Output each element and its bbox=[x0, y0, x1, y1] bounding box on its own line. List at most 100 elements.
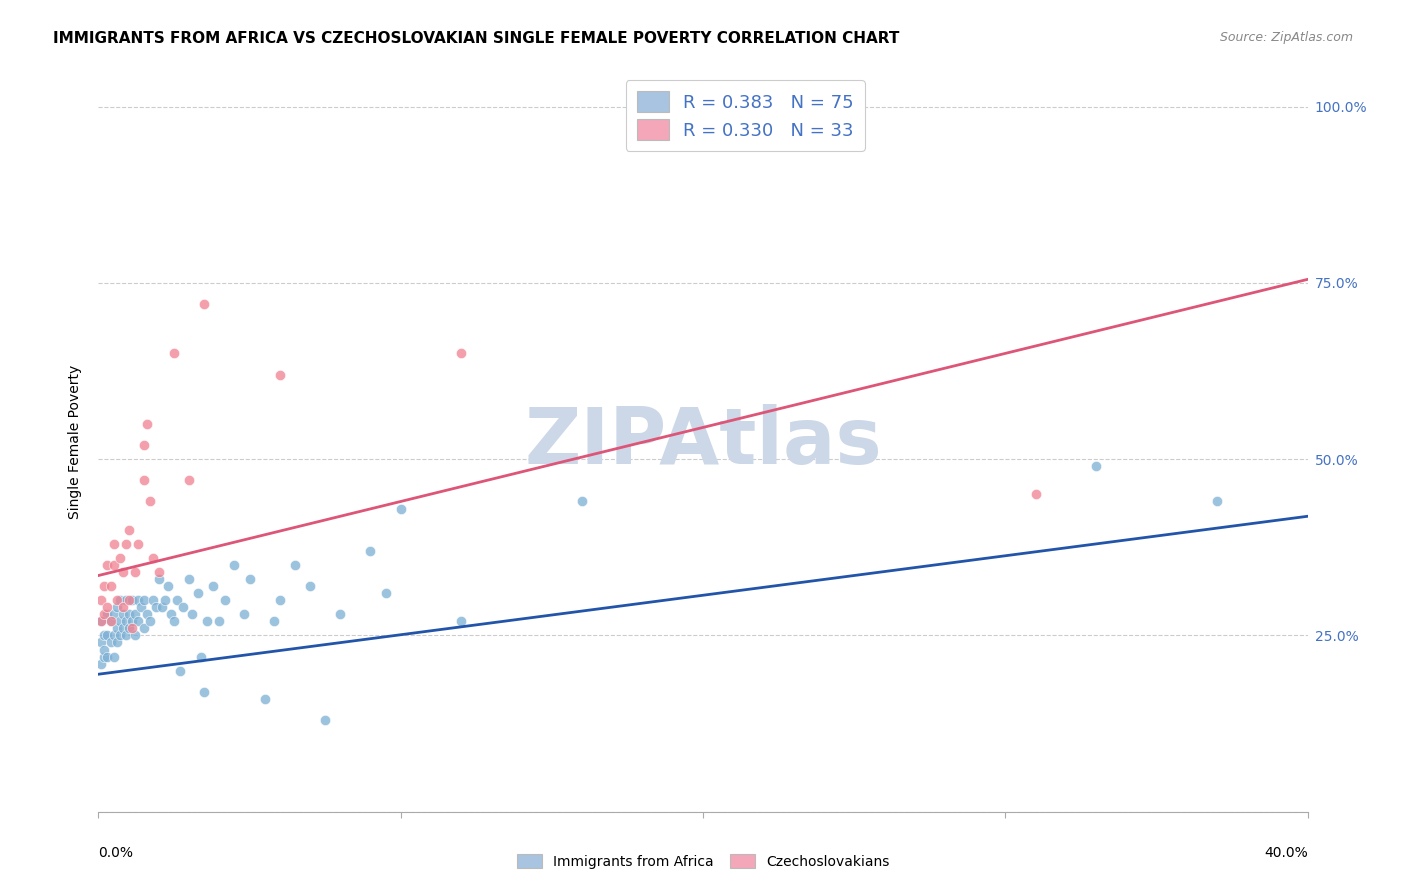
Point bbox=[90, 615, 112, 629]
Point bbox=[118, 593, 141, 607]
Point bbox=[374, 586, 396, 600]
Point bbox=[121, 593, 143, 607]
Point bbox=[329, 607, 352, 622]
Point bbox=[105, 621, 128, 635]
Point bbox=[187, 586, 209, 600]
Point bbox=[1024, 487, 1046, 501]
Point bbox=[111, 565, 134, 579]
Point bbox=[127, 593, 149, 607]
Point bbox=[93, 649, 115, 664]
Point bbox=[166, 593, 188, 607]
Point bbox=[118, 523, 141, 537]
Point bbox=[96, 607, 118, 622]
Point bbox=[129, 600, 152, 615]
Point bbox=[139, 615, 162, 629]
Point bbox=[118, 607, 141, 622]
Point bbox=[90, 593, 112, 607]
Point bbox=[269, 368, 291, 382]
Point bbox=[190, 649, 212, 664]
Legend: Immigrants from Africa, Czechoslovakians: Immigrants from Africa, Czechoslovakians bbox=[512, 850, 894, 873]
Legend: R = 0.383   N = 75, R = 0.330   N = 33: R = 0.383 N = 75, R = 0.330 N = 33 bbox=[626, 80, 865, 151]
Point bbox=[103, 607, 125, 622]
Point bbox=[1085, 459, 1108, 474]
Point bbox=[169, 664, 191, 678]
Text: 40.0%: 40.0% bbox=[1264, 846, 1308, 860]
Point bbox=[103, 558, 125, 572]
Point bbox=[96, 649, 118, 664]
Point bbox=[269, 593, 291, 607]
Point bbox=[124, 607, 146, 622]
Text: ZIPAtlas: ZIPAtlas bbox=[524, 403, 882, 480]
Point bbox=[150, 600, 173, 615]
Point bbox=[135, 607, 157, 622]
Text: IMMIGRANTS FROM AFRICA VS CZECHOSLOVAKIAN SINGLE FEMALE POVERTY CORRELATION CHAR: IMMIGRANTS FROM AFRICA VS CZECHOSLOVAKIA… bbox=[53, 31, 900, 46]
Point bbox=[132, 621, 155, 635]
Point bbox=[114, 615, 136, 629]
Point bbox=[111, 621, 134, 635]
Point bbox=[571, 494, 593, 508]
Point bbox=[1206, 494, 1229, 508]
Point bbox=[90, 635, 112, 649]
Point bbox=[111, 607, 134, 622]
Point bbox=[132, 473, 155, 487]
Point bbox=[111, 600, 134, 615]
Point bbox=[148, 565, 170, 579]
Point bbox=[195, 615, 218, 629]
Point bbox=[156, 579, 179, 593]
Point bbox=[108, 593, 131, 607]
Point bbox=[103, 628, 125, 642]
Point bbox=[148, 572, 170, 586]
Point bbox=[96, 600, 118, 615]
Point bbox=[202, 579, 225, 593]
Point bbox=[105, 635, 128, 649]
Point bbox=[121, 621, 143, 635]
Point bbox=[163, 346, 186, 360]
Point bbox=[105, 600, 128, 615]
Point bbox=[132, 438, 155, 452]
Point bbox=[100, 615, 122, 629]
Point bbox=[96, 558, 118, 572]
Point bbox=[179, 572, 201, 586]
Point bbox=[239, 572, 262, 586]
Point bbox=[450, 346, 472, 360]
Point bbox=[232, 607, 254, 622]
Point bbox=[299, 579, 322, 593]
Point bbox=[103, 537, 125, 551]
Point bbox=[103, 649, 125, 664]
Point bbox=[100, 615, 122, 629]
Point bbox=[153, 593, 176, 607]
Point bbox=[90, 615, 112, 629]
Point bbox=[108, 628, 131, 642]
Point bbox=[118, 621, 141, 635]
Point bbox=[127, 615, 149, 629]
Point bbox=[145, 600, 167, 615]
Point bbox=[181, 607, 204, 622]
Point bbox=[179, 473, 201, 487]
Point bbox=[100, 579, 122, 593]
Point bbox=[631, 135, 654, 149]
Point bbox=[360, 544, 382, 558]
Point bbox=[114, 537, 136, 551]
Point bbox=[93, 607, 115, 622]
Point bbox=[172, 600, 194, 615]
Point bbox=[114, 593, 136, 607]
Point bbox=[253, 692, 276, 706]
Point bbox=[105, 593, 128, 607]
Point bbox=[132, 593, 155, 607]
Point bbox=[208, 615, 231, 629]
Point bbox=[160, 607, 183, 622]
Point bbox=[214, 593, 236, 607]
Point bbox=[314, 713, 336, 727]
Point bbox=[135, 417, 157, 431]
Point bbox=[389, 501, 412, 516]
Point bbox=[127, 537, 149, 551]
Point bbox=[90, 657, 112, 671]
Point bbox=[193, 297, 215, 311]
Point bbox=[100, 635, 122, 649]
Point bbox=[263, 615, 285, 629]
Point bbox=[121, 615, 143, 629]
Point bbox=[108, 550, 131, 565]
Point bbox=[93, 628, 115, 642]
Point bbox=[284, 558, 307, 572]
Point bbox=[142, 550, 165, 565]
